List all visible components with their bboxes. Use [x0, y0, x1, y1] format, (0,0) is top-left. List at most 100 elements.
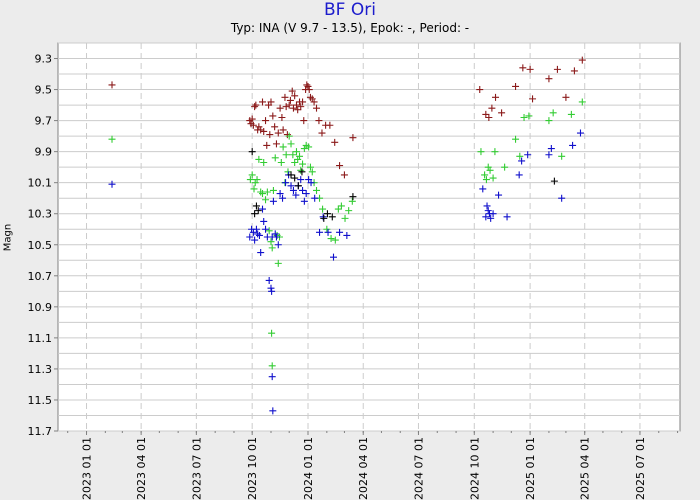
data-point-green — [567, 110, 575, 118]
data-point-blue — [271, 230, 279, 238]
data-point-red — [498, 109, 506, 117]
data-point-red — [251, 103, 259, 111]
data-point-red — [267, 98, 275, 106]
data-point-blue — [524, 151, 532, 159]
data-point-green — [263, 188, 271, 196]
data-point-green — [306, 163, 314, 171]
data-point-green — [259, 190, 267, 198]
data-point-blue — [482, 213, 490, 221]
data-point-blue — [260, 217, 268, 225]
data-point-red — [318, 129, 326, 137]
data-point-green — [313, 186, 321, 194]
data-point-blue — [300, 197, 308, 205]
data-point-red — [313, 104, 321, 112]
data-point-red — [281, 93, 289, 101]
y-tick-label: 11.3 — [28, 363, 53, 376]
data-point-blue — [545, 151, 553, 159]
chart-title: BF Ori — [324, 0, 376, 20]
data-point-blue — [547, 145, 555, 153]
data-point-blue — [479, 185, 487, 193]
data-point-red — [288, 87, 296, 95]
data-point-red — [272, 140, 280, 148]
data-point-green — [477, 148, 485, 156]
data-point-blue — [268, 373, 276, 381]
data-point-green — [285, 132, 293, 140]
y-tick-label: 11.7 — [28, 425, 53, 438]
data-point-green — [331, 236, 339, 244]
data-point-green — [486, 166, 494, 174]
data-point-green — [334, 205, 342, 213]
data-point-black — [291, 174, 299, 182]
data-point-red — [276, 104, 284, 112]
data-point-red — [279, 126, 287, 134]
data-point-blue — [108, 180, 116, 188]
data-point-blue — [269, 197, 277, 205]
data-point-blue — [297, 176, 305, 184]
data-point-red — [108, 81, 116, 89]
data-point-red — [340, 171, 348, 179]
data-point-blue — [246, 233, 254, 241]
data-point-red — [269, 112, 277, 120]
data-point-red — [300, 117, 308, 125]
x-tick-label: 2025 07 01 — [634, 437, 647, 500]
data-point-red — [553, 65, 561, 73]
data-point-red — [262, 117, 270, 125]
y-tick-label: 9.5 — [35, 84, 53, 97]
data-point-green — [108, 135, 116, 143]
chart-subtitle: Typ: INA (V 9.7 - 13.5), Epok: -, Period… — [230, 21, 470, 35]
data-point-green — [292, 148, 300, 156]
data-point-red — [297, 103, 305, 111]
data-point-red — [526, 65, 534, 73]
data-point-green — [348, 197, 356, 205]
data-point-red — [482, 110, 490, 118]
data-point-green — [549, 109, 557, 117]
x-tick-label: 2023 07 01 — [190, 437, 203, 500]
data-point-green — [491, 148, 499, 156]
data-point-black — [349, 193, 357, 201]
x-axis-ticks: 2023 01 01 2023 04 01 2023 07 01 2023 10 01… — [67, 431, 679, 500]
data-point-blue — [324, 228, 332, 236]
data-point-blue — [336, 228, 344, 236]
data-point-blue — [265, 276, 273, 284]
data-point-blue — [252, 225, 260, 233]
data-point-green — [279, 143, 287, 151]
data-point-black — [294, 182, 302, 190]
data-point-red — [512, 82, 520, 90]
data-point-red — [562, 93, 570, 101]
data-point-blue — [262, 225, 270, 233]
data-point-blue — [489, 210, 497, 218]
data-point-red — [260, 127, 268, 135]
data-point-red — [315, 117, 323, 125]
data-point-black — [252, 202, 260, 210]
data-point-blue — [299, 186, 307, 194]
data-point-green — [267, 238, 275, 246]
y-tick-label: 11.1 — [28, 332, 53, 345]
data-point-green — [284, 168, 292, 176]
data-point-red — [274, 129, 282, 137]
data-point-blue — [487, 214, 495, 222]
data-point-green — [289, 151, 297, 159]
data-point-blue — [276, 190, 284, 198]
x-tick-label: 2025 04 01 — [579, 437, 592, 500]
data-point-red — [488, 104, 496, 112]
data-point-green — [299, 160, 307, 168]
data-point-blue — [274, 241, 282, 249]
data-point-red — [286, 96, 294, 104]
data-point-green — [269, 186, 277, 194]
data-point-red — [271, 123, 279, 131]
data-point-black — [550, 177, 558, 185]
data-point-red — [349, 134, 357, 142]
data-point-black — [320, 214, 328, 222]
data-point-green — [327, 235, 335, 243]
y-tick-label: 10.1 — [28, 177, 53, 190]
data-point-green — [578, 98, 586, 106]
data-point-blue — [289, 186, 297, 194]
data-point-green — [265, 227, 273, 235]
data-point-green — [287, 140, 295, 148]
data-point-blue — [249, 228, 257, 236]
data-point-green — [268, 329, 276, 337]
data-point-green — [260, 159, 268, 167]
data-point-blue — [484, 207, 492, 215]
data-point-red — [248, 115, 256, 123]
